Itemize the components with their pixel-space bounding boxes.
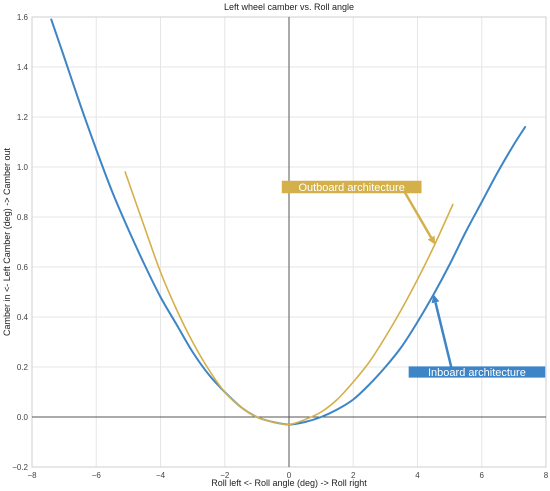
x-tick-label: −8 bbox=[27, 471, 37, 480]
x-tick-label: −4 bbox=[156, 471, 166, 480]
x-tick-label: −6 bbox=[92, 471, 102, 480]
annotation-arrow-shaft bbox=[434, 301, 453, 368]
series bbox=[50, 18, 527, 426]
x-tick-label: 6 bbox=[480, 471, 485, 480]
y-tick-label: 1.0 bbox=[17, 163, 29, 172]
y-axis-title: Camber in <- Left Camber (deg) -> Camber… bbox=[2, 147, 12, 336]
x-tick-label: 0 bbox=[287, 471, 292, 480]
y-tick-label: 0.0 bbox=[17, 413, 29, 422]
annotation-label: Inboard architecture bbox=[428, 367, 526, 379]
annotation-box bbox=[281, 180, 422, 194]
annotation-inboard: Inboard architecture bbox=[408, 294, 546, 379]
x-tick-label: 8 bbox=[544, 471, 549, 480]
annotation-arrow-head bbox=[431, 294, 440, 304]
annotation-label: Outboard architecture bbox=[298, 182, 404, 194]
annotation-outboard: Outboard architecture bbox=[281, 180, 436, 245]
annotation-box bbox=[408, 366, 546, 378]
x-axis-title: Roll left <- Roll angle (deg) -> Roll ri… bbox=[211, 478, 367, 488]
x-tick-label: 2 bbox=[351, 471, 356, 480]
y-tick-label: 1.4 bbox=[17, 63, 29, 72]
y-tick-label: 0.6 bbox=[17, 263, 29, 272]
axes bbox=[31, 16, 547, 468]
x-tick-label: −2 bbox=[220, 471, 230, 480]
chart-title: Left wheel camber vs. Roll angle bbox=[224, 2, 354, 12]
y-tick-label: 1.2 bbox=[17, 113, 29, 122]
x-tick-label: 4 bbox=[415, 471, 420, 480]
y-tick-label: 0.4 bbox=[17, 313, 29, 322]
annotation-arrow-head bbox=[427, 235, 436, 245]
annotations: Outboard architecture Inboard architectur… bbox=[281, 180, 546, 379]
annotation-arrow-shaft bbox=[403, 191, 433, 239]
tick-labels: −8 −6 −4 −2 0 2 4 6 8 −0.2 0.0 0.2 0.4 0.6 0.8 1.0 1.2 1.… bbox=[12, 13, 549, 480]
series-line-outboard bbox=[124, 171, 454, 426]
y-tick-label: 0.8 bbox=[17, 213, 29, 222]
y-tick-label: 0.2 bbox=[17, 363, 29, 372]
y-tick-label: −0.2 bbox=[12, 463, 28, 472]
y-tick-label: 1.6 bbox=[17, 13, 29, 22]
